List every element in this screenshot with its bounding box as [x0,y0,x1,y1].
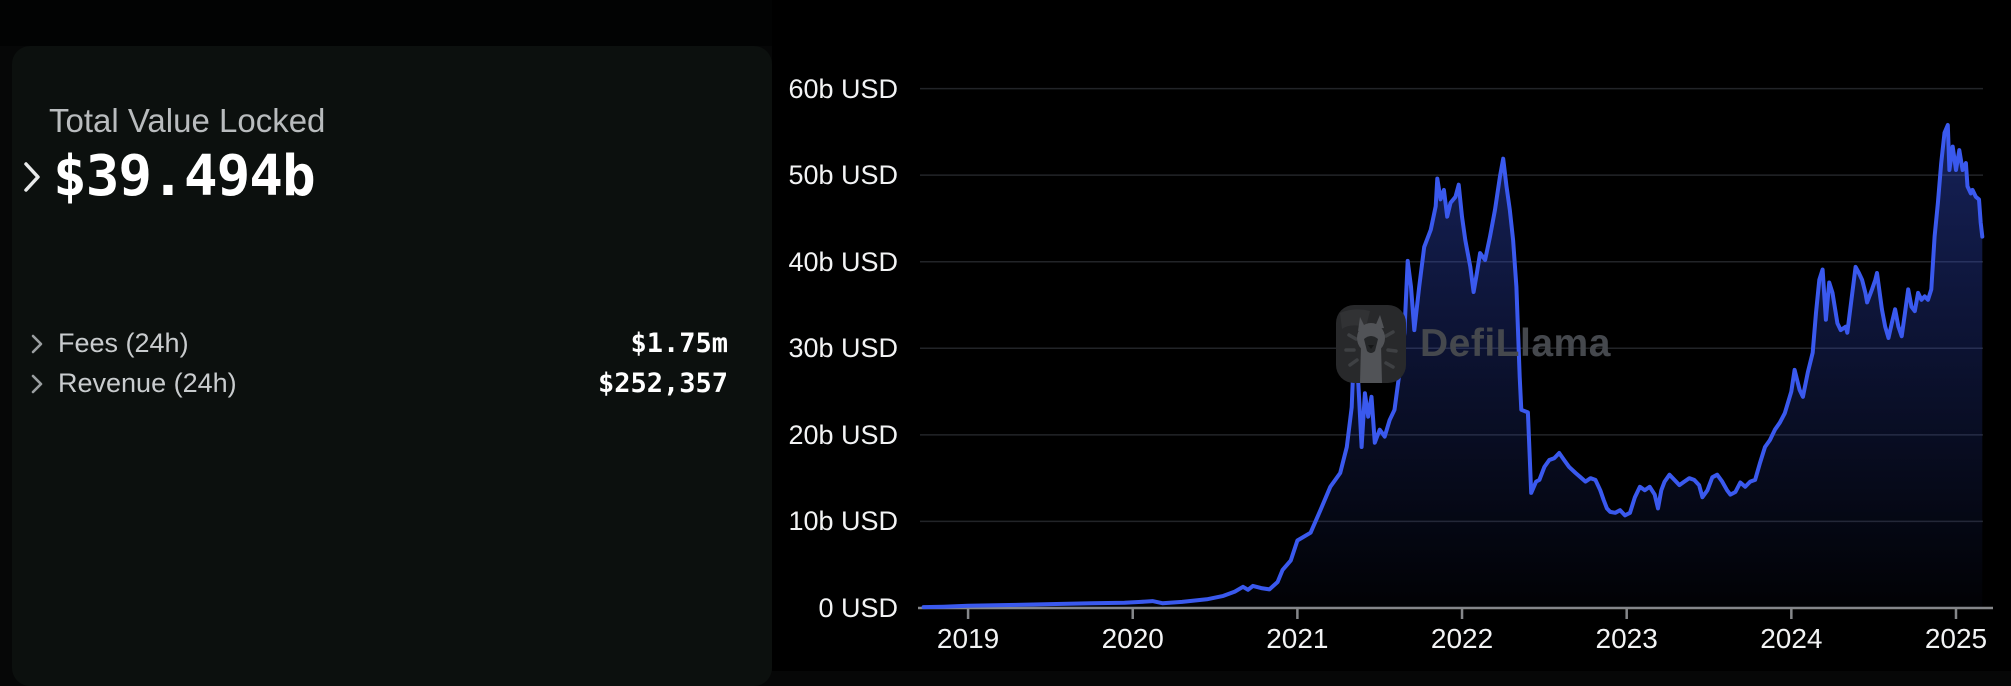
revenue-value: $252,357 [597,368,728,399]
chevron-right-icon[interactable] [30,333,44,355]
tvl-area-fill [923,125,1983,608]
chevron-right-icon[interactable] [30,373,44,395]
tvl-value-row[interactable]: $39.494b [22,144,316,209]
tvl-stats-panel: Total Value Locked $39.494b Fees (24h) $… [12,46,772,686]
tvl-area-chart[interactable] [0,0,2011,671]
chevron-right-icon[interactable] [22,160,42,194]
fees-label: Fees (24h) [58,328,189,358]
revenue-row-left: Revenue (24h) [30,368,237,399]
revenue-label: Revenue (24h) [58,368,237,398]
tvl-value: $39.494b [53,144,316,209]
page-top-gutter [0,0,772,46]
tvl-title: Total Value Locked [49,102,326,139]
tvl-line [921,123,1985,610]
defillama-tvl-dashboard: DefiLlama 60b USD 50b USD 40b USD 30b USD 20… [0,0,2011,671]
fees-row-left: Fees (24h) [30,328,189,359]
fees-row[interactable]: Fees (24h) $1.75m [30,328,728,359]
fees-value: $1.75m [630,328,728,359]
revenue-row[interactable]: Revenue (24h) $252,357 [30,368,728,399]
